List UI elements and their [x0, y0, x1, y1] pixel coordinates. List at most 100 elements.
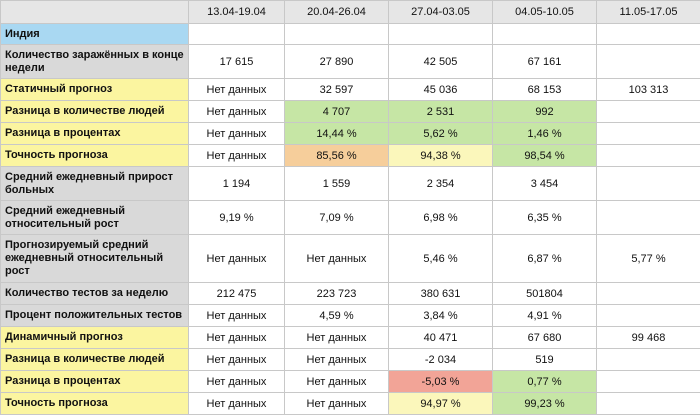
table-cell: 94,97 % — [389, 393, 493, 415]
table-cell: 14,44 % — [285, 123, 389, 145]
column-header: 27.04-03.05 — [389, 1, 493, 24]
table-cell: 3 454 — [493, 167, 597, 201]
table-cell: Нет данных — [189, 349, 285, 371]
row-label: Разница в количестве людей — [1, 349, 189, 371]
table-cell: 519 — [493, 349, 597, 371]
column-header: 13.04-19.04 — [189, 1, 285, 24]
table-cell: 1,46 % — [493, 123, 597, 145]
row-label: Разница в процентах — [1, 123, 189, 145]
table-cell: 1 194 — [189, 167, 285, 201]
table-cell: -5,03 % — [389, 371, 493, 393]
table-cell: 4,59 % — [285, 305, 389, 327]
table-cell — [597, 167, 700, 201]
table-cell: 40 471 — [389, 327, 493, 349]
table-cell: Нет данных — [189, 327, 285, 349]
table-cell: 2 354 — [389, 167, 493, 201]
table-cell — [597, 201, 700, 235]
table-cell: 9,19 % — [189, 201, 285, 235]
table-cell — [389, 24, 493, 45]
table-cell: Нет данных — [189, 101, 285, 123]
table-cell: 6,87 % — [493, 235, 597, 283]
table-body: Индия Количество заражённых в конце неде… — [1, 24, 700, 415]
table-row: Прогнозируемый средний ежедневный относи… — [1, 235, 700, 283]
table-cell: Нет данных — [285, 371, 389, 393]
table-cell: 99,23 % — [493, 393, 597, 415]
table-cell — [597, 145, 700, 167]
header-corner-cell — [1, 1, 189, 24]
header-row: 13.04-19.04 20.04-26.04 27.04-03.05 04.0… — [1, 1, 700, 24]
column-header: 04.05-10.05 — [493, 1, 597, 24]
table-cell: Нет данных — [189, 371, 285, 393]
table-cell: 27 890 — [285, 45, 389, 79]
table-cell: 4 707 — [285, 101, 389, 123]
table-cell: 99 468 — [597, 327, 700, 349]
table-cell: Нет данных — [285, 393, 389, 415]
row-label: Разница в процентах — [1, 371, 189, 393]
table-cell: 6,98 % — [389, 201, 493, 235]
table-cell — [597, 393, 700, 415]
table-cell: Нет данных — [189, 145, 285, 167]
row-label: Количество тестов за неделю — [1, 283, 189, 305]
table-cell: 98,54 % — [493, 145, 597, 167]
table-cell: -2 034 — [389, 349, 493, 371]
table-cell: 2 531 — [389, 101, 493, 123]
table-cell: 223 723 — [285, 283, 389, 305]
table-cell: 5,46 % — [389, 235, 493, 283]
row-label: Разница в количестве людей — [1, 101, 189, 123]
table-cell: 67 680 — [493, 327, 597, 349]
table-cell: 7,09 % — [285, 201, 389, 235]
table-cell: 992 — [493, 101, 597, 123]
row-label: Прогнозируемый средний ежедневный относи… — [1, 235, 189, 283]
country-title-row: Индия — [1, 24, 700, 45]
table-cell: Нет данных — [189, 123, 285, 145]
table-cell: Нет данных — [189, 235, 285, 283]
table-cell: 6,35 % — [493, 201, 597, 235]
row-label: Динамичный прогноз — [1, 327, 189, 349]
table-cell: Нет данных — [189, 79, 285, 101]
table-cell — [597, 24, 700, 45]
table-cell: 4,91 % — [493, 305, 597, 327]
column-header: 20.04-26.04 — [285, 1, 389, 24]
table-cell: 5,62 % — [389, 123, 493, 145]
column-header: 11.05-17.05 — [597, 1, 700, 24]
table-cell: 3,84 % — [389, 305, 493, 327]
table-cell: 45 036 — [389, 79, 493, 101]
table-cell: 94,38 % — [389, 145, 493, 167]
table-cell: Нет данных — [285, 349, 389, 371]
table-cell: 17 615 — [189, 45, 285, 79]
row-label: Процент положительных тестов — [1, 305, 189, 327]
row-label: Точность прогноза — [1, 145, 189, 167]
row-label: Количество заражённых в конце недели — [1, 45, 189, 79]
table-cell — [597, 371, 700, 393]
table-cell — [189, 24, 285, 45]
table-cell: 85,56 % — [285, 145, 389, 167]
row-label: Средний ежедневный прирост больных — [1, 167, 189, 201]
table-cell: 380 631 — [389, 283, 493, 305]
table-cell: Нет данных — [189, 393, 285, 415]
row-label: Статичный прогноз — [1, 79, 189, 101]
table-cell: 5,77 % — [597, 235, 700, 283]
table-cell: 68 153 — [493, 79, 597, 101]
table-cell: 501804 — [493, 283, 597, 305]
table-cell — [597, 123, 700, 145]
row-label: Точность прогноза — [1, 393, 189, 415]
table-cell — [597, 45, 700, 79]
table-cell: 212 475 — [189, 283, 285, 305]
table-cell: Нет данных — [285, 235, 389, 283]
table-cell — [597, 305, 700, 327]
table-cell: 67 161 — [493, 45, 597, 79]
table-cell: 1 559 — [285, 167, 389, 201]
